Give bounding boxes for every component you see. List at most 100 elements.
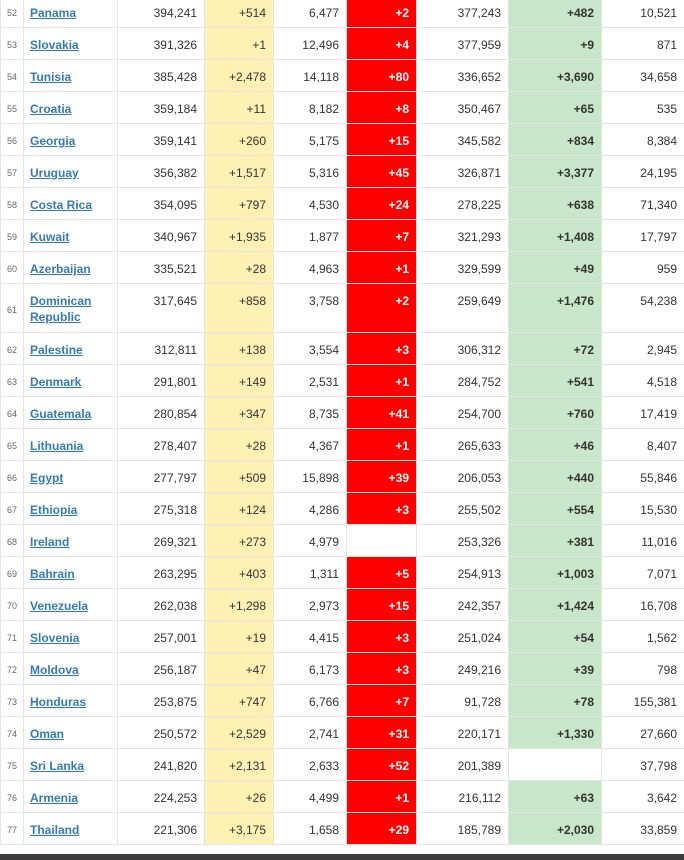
country-cell: Ireland	[23, 524, 118, 557]
new-cases-cell: +2,131	[204, 748, 274, 781]
country-link[interactable]: Slovenia	[30, 631, 80, 645]
new-deaths-cell: +39	[346, 460, 417, 493]
new-deaths-cell: +5	[346, 556, 417, 589]
country-link[interactable]: Kuwait	[30, 230, 70, 244]
country-link[interactable]: Slovakia	[30, 38, 79, 52]
total-recovered-cell: 345,582	[416, 123, 509, 156]
new-cases-cell: +747	[204, 684, 274, 717]
country-link[interactable]: Venezuela	[30, 599, 89, 613]
country-link[interactable]: Uruguay	[30, 166, 79, 180]
total-recovered-cell: 253,326	[416, 524, 509, 557]
total-deaths-cell: 1,658	[273, 812, 347, 845]
total-deaths-cell: 6,477	[273, 0, 347, 28]
rank-cell: 53	[0, 27, 24, 60]
country-link[interactable]: Thailand	[30, 823, 80, 837]
total-cases-cell: 269,321	[117, 524, 205, 557]
active-cases-cell: 3,642	[601, 780, 684, 813]
total-cases-cell: 335,521	[117, 251, 205, 284]
active-cases-cell: 8,407	[601, 428, 684, 461]
country-cell: Thailand	[23, 812, 118, 845]
country-link[interactable]: Georgia	[30, 134, 76, 148]
new-recovered-cell: +3,690	[508, 59, 602, 92]
total-recovered-cell: 306,312	[416, 332, 509, 365]
new-cases-cell: +149	[204, 364, 274, 397]
total-recovered-cell: 326,871	[416, 155, 509, 188]
new-deaths-cell: +2	[346, 283, 417, 333]
total-recovered-cell: 201,389	[416, 748, 509, 781]
new-deaths-cell: +3	[346, 652, 417, 685]
rank-cell: 77	[0, 812, 24, 845]
new-recovered-cell: +2,030	[508, 812, 602, 845]
country-link[interactable]: Tunisia	[30, 70, 72, 84]
country-link[interactable]: Croatia	[30, 102, 72, 116]
active-cases-cell: 4,518	[601, 364, 684, 397]
country-link[interactable]: Azerbaijan	[30, 262, 91, 276]
country-cell: Palestine	[23, 332, 118, 365]
country-link[interactable]: Panama	[30, 6, 77, 20]
country-link[interactable]: Ethiopia	[30, 503, 78, 517]
rank-cell: 56	[0, 123, 24, 156]
rank-cell: 73	[0, 684, 24, 717]
country-link[interactable]: Sri Lanka	[30, 759, 85, 773]
rank-cell: 64	[0, 396, 24, 429]
country-link[interactable]: Denmark	[30, 375, 82, 389]
country-link[interactable]: Palestine	[30, 343, 83, 357]
active-cases-cell: 959	[601, 251, 684, 284]
new-deaths-cell: +7	[346, 684, 417, 717]
new-recovered-cell: +3,377	[508, 155, 602, 188]
new-cases-cell: +2,478	[204, 59, 274, 92]
new-deaths-cell: +80	[346, 59, 417, 92]
total-cases-cell: 224,253	[117, 780, 205, 813]
table-row: 67 Ethiopia 275,318 +124 4,286 +3 255,502 +554 1…	[0, 492, 684, 525]
new-cases-cell: +797	[204, 187, 274, 220]
total-deaths-cell: 2,633	[273, 748, 347, 781]
table-row: 75 Sri Lanka 241,820 +2,131 2,633 +52 201,389 3…	[0, 748, 684, 781]
new-deaths-cell: +1	[346, 428, 417, 461]
new-cases-cell: +858	[204, 283, 274, 333]
new-recovered-cell: +834	[508, 123, 602, 156]
new-deaths-cell	[346, 524, 417, 557]
total-deaths-cell: 15,898	[273, 460, 347, 493]
total-deaths-cell: 5,175	[273, 123, 347, 156]
total-deaths-cell: 8,735	[273, 396, 347, 429]
country-link[interactable]: Guatemala	[30, 407, 92, 421]
country-link[interactable]: Bahrain	[30, 567, 75, 581]
bottom-edge-bar	[0, 854, 684, 860]
country-link[interactable]: Lithuania	[30, 439, 84, 453]
country-link[interactable]: Oman	[30, 727, 65, 741]
new-recovered-cell: +1,408	[508, 219, 602, 252]
total-deaths-cell: 4,979	[273, 524, 347, 557]
new-recovered-cell: +39	[508, 652, 602, 685]
country-link[interactable]: Costa Rica	[30, 198, 93, 212]
total-cases-cell: 394,241	[117, 0, 205, 28]
new-cases-cell: +138	[204, 332, 274, 365]
total-recovered-cell: 284,752	[416, 364, 509, 397]
total-cases-cell: 391,326	[117, 27, 205, 60]
table-row: 66 Egypt 277,797 +509 15,898 +39 206,053 +440 55…	[0, 460, 684, 493]
total-deaths-cell: 14,118	[273, 59, 347, 92]
new-recovered-cell: +1,476	[508, 283, 602, 333]
total-recovered-cell: 254,700	[416, 396, 509, 429]
rank-cell: 55	[0, 91, 24, 124]
country-link[interactable]: Armenia	[30, 791, 79, 805]
country-link[interactable]: Dominican Republic	[30, 294, 92, 324]
country-cell: Dominican Republic	[23, 283, 118, 333]
country-link[interactable]: Honduras	[30, 695, 87, 709]
new-recovered-cell: +381	[508, 524, 602, 557]
table-row: 70 Venezuela 262,038 +1,298 2,973 +15 242,357 +…	[0, 588, 684, 621]
country-link[interactable]: Moldova	[30, 663, 79, 677]
table-row: 77 Thailand 221,306 +3,175 1,658 +29 185,789 +2…	[0, 812, 684, 845]
country-link[interactable]: Egypt	[30, 471, 64, 485]
rank-cell: 52	[0, 0, 24, 28]
total-recovered-cell: 185,789	[416, 812, 509, 845]
new-cases-cell: +347	[204, 396, 274, 429]
country-cell: Uruguay	[23, 155, 118, 188]
total-recovered-cell: 242,357	[416, 588, 509, 621]
new-recovered-cell: +46	[508, 428, 602, 461]
country-link[interactable]: Ireland	[30, 535, 70, 549]
total-recovered-cell: 254,913	[416, 556, 509, 589]
total-recovered-cell: 249,216	[416, 652, 509, 685]
rank-cell: 69	[0, 556, 24, 589]
new-deaths-cell: +3	[346, 332, 417, 365]
total-deaths-cell: 1,311	[273, 556, 347, 589]
